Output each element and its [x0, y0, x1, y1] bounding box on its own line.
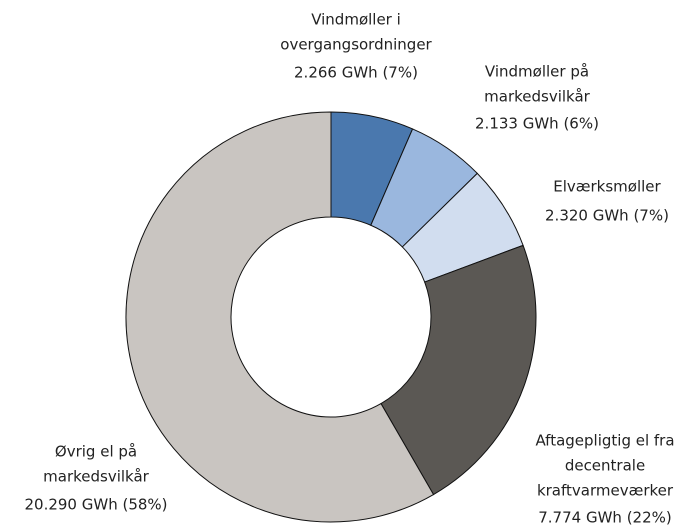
value-label: 2.266 GWh (7%): [294, 64, 418, 82]
value-label: 2.320 GWh (7%): [545, 207, 669, 225]
value-label: 7.774 GWh (22%): [538, 509, 671, 527]
value-label: 20.290 GWh (58%): [24, 496, 167, 514]
slice-label: markedsvilkår: [43, 468, 150, 486]
slice-label: Øvrig el på: [55, 443, 137, 461]
slice-label: overgangsordninger: [280, 36, 432, 54]
slice-label: Elværksmøller: [553, 178, 661, 196]
slice-label: Vindmøller i: [311, 11, 401, 29]
slice-label: kraftvarmeværker: [537, 482, 674, 500]
donut-slice: [380, 244, 537, 496]
slice-label: Vindmøller på: [485, 63, 589, 81]
slice-label: markedsvilkår: [484, 88, 591, 106]
slice-label: decentrale: [565, 457, 645, 475]
slice-label: Aftagepligtig el fra: [535, 432, 674, 450]
value-label: 2.133 GWh (6%): [475, 115, 599, 133]
donut-slice: [125, 111, 435, 523]
